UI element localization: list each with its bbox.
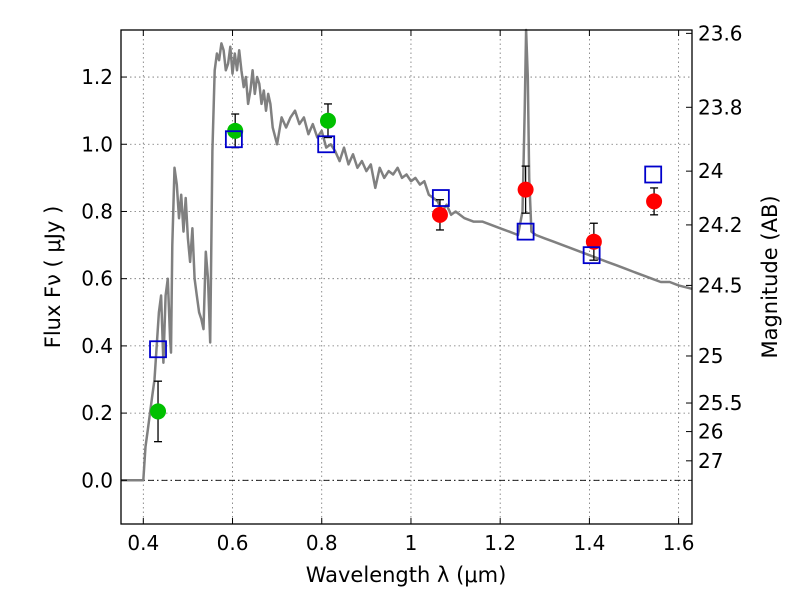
green-flux-point	[150, 403, 167, 420]
x-tick-label: 1.2	[484, 531, 516, 555]
model-flux-square	[431, 189, 450, 207]
axis-ticks	[121, 30, 692, 524]
right-tick-label: 25.5	[698, 391, 743, 415]
right-tick-label: 24.5	[698, 273, 743, 297]
right-tick-label: 24.2	[698, 213, 743, 237]
x-tick-label: 0.4	[127, 531, 159, 555]
model-sed-line	[121, 28, 693, 482]
tick-labels: 0.4 0.6 0.8 1 1.2 1.4 1.6 0.0 0.2 0.4 0.6 0.8 1.0 1.2…	[81, 21, 742, 555]
red-flux-point	[517, 181, 534, 198]
y-tick-label: 0.2	[81, 401, 113, 425]
x-tick-label: 0.8	[306, 531, 338, 555]
model-flux-square	[149, 340, 167, 359]
red-flux-point	[431, 206, 448, 223]
x-tick-label: 1.4	[573, 531, 605, 555]
right-tick-label: 26	[698, 420, 723, 444]
y-axis-title: Flux Fν ( μJy )	[41, 206, 65, 349]
y-tick-label: 0.8	[81, 199, 113, 223]
green-flux-point	[319, 112, 336, 129]
model-flux-square	[317, 135, 336, 154]
y-tick-label: 0.6	[81, 267, 113, 291]
model-flux-square	[644, 165, 663, 184]
red-flux-point	[646, 193, 663, 210]
right-tick-label: 24	[698, 159, 723, 183]
y-tick-label: 0.4	[81, 334, 113, 358]
plot-frame	[120, 29, 693, 525]
model-flux-square	[224, 130, 243, 149]
right-tick-label: 27	[698, 449, 723, 473]
right-tick-label: 25	[698, 344, 723, 368]
x-tick-label: 1.6	[663, 531, 695, 555]
y-tick-label: 1.2	[81, 65, 113, 89]
x-axis-title: Wavelength λ (μm)	[306, 563, 507, 587]
model-flux-square	[516, 222, 535, 241]
red-flux-point	[585, 233, 602, 250]
error-bars	[154, 103, 659, 443]
right-tick-label: 23.6	[698, 21, 743, 45]
x-tick-label: 1	[405, 531, 418, 555]
photometry-points	[149, 112, 663, 420]
right-axis-title: Magnitude (AB)	[758, 195, 782, 358]
x-tick-label: 0.6	[217, 531, 249, 555]
y-tick-label: 0.0	[81, 468, 113, 492]
model-flux-square	[582, 246, 601, 265]
model-sed-series	[121, 28, 693, 482]
right-tick-label: 23.8	[698, 95, 743, 119]
y-tick-label: 1.0	[81, 132, 113, 156]
